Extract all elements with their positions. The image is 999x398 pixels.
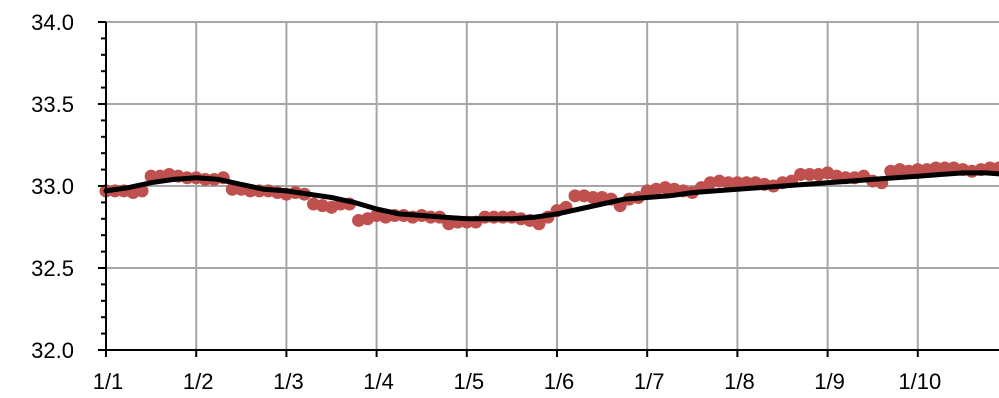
x-tick-label: 1/3 <box>273 369 304 394</box>
scatter-point <box>929 161 943 175</box>
x-tick-label: 1/4 <box>363 369 394 394</box>
scatter-point <box>721 176 735 190</box>
axes <box>98 21 999 357</box>
x-tick-label: 1/2 <box>183 369 214 394</box>
scatter-point <box>730 176 744 190</box>
scatter-point <box>803 168 817 182</box>
y-tick-label: 33.0 <box>31 174 74 199</box>
scatter-point <box>568 189 582 203</box>
x-tick-label: 1/1 <box>93 369 124 394</box>
y-tick-labels: 32.0 32.5 33.0 33.5 34.0 <box>31 10 74 363</box>
scatter-point <box>938 161 952 175</box>
scatter-point <box>532 217 546 231</box>
y-tick-label: 32.5 <box>31 256 74 281</box>
scatter-point <box>911 163 925 177</box>
x-tick-label: 1/9 <box>814 369 845 394</box>
y-tick-label: 32.0 <box>31 338 74 363</box>
y-tick-label: 34.0 <box>31 10 74 35</box>
scatter-point <box>794 168 808 182</box>
x-tick-label: 1/10 <box>898 369 941 394</box>
scatter-point <box>144 169 158 183</box>
scatter-point <box>225 182 239 196</box>
x-tick-label: 1/6 <box>544 369 575 394</box>
scatter-point <box>586 190 600 204</box>
scatter-series <box>99 161 999 231</box>
y-tick-label: 33.5 <box>31 92 74 117</box>
x-tick-labels: 1/1 1/2 1/3 1/4 1/5 1/6 1/7 1/8 1/9 1/10 <box>93 369 942 394</box>
x-tick-label: 1/7 <box>634 369 665 394</box>
trend-line <box>103 170 999 222</box>
trend-line-series <box>103 170 999 222</box>
x-tick-label: 1/5 <box>454 369 485 394</box>
x-tick-label: 1/8 <box>724 369 755 394</box>
